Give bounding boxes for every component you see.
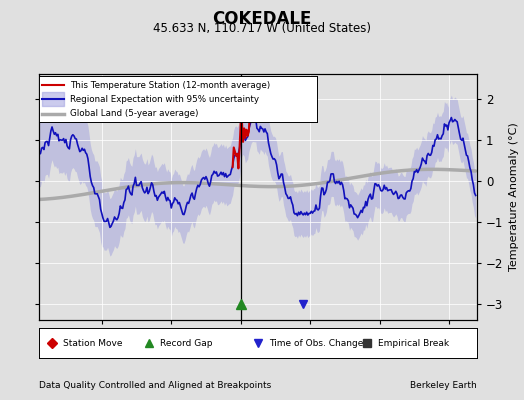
Text: Regional Expectation with 95% uncertainty: Regional Expectation with 95% uncertaint… <box>70 94 259 104</box>
Text: This Temperature Station (12-month average): This Temperature Station (12-month avera… <box>70 81 270 90</box>
Text: COKEDALE: COKEDALE <box>212 10 312 28</box>
Text: Berkeley Earth: Berkeley Earth <box>410 381 477 390</box>
Text: Station Move: Station Move <box>63 338 123 348</box>
Text: Empirical Break: Empirical Break <box>378 338 450 348</box>
Text: Time of Obs. Change: Time of Obs. Change <box>269 338 363 348</box>
Text: Data Quality Controlled and Aligned at Breakpoints: Data Quality Controlled and Aligned at B… <box>39 381 271 390</box>
Text: Global Land (5-year average): Global Land (5-year average) <box>70 109 199 118</box>
Text: Record Gap: Record Gap <box>160 338 212 348</box>
Text: 45.633 N, 110.717 W (United States): 45.633 N, 110.717 W (United States) <box>153 22 371 35</box>
Y-axis label: Temperature Anomaly (°C): Temperature Anomaly (°C) <box>509 123 519 271</box>
